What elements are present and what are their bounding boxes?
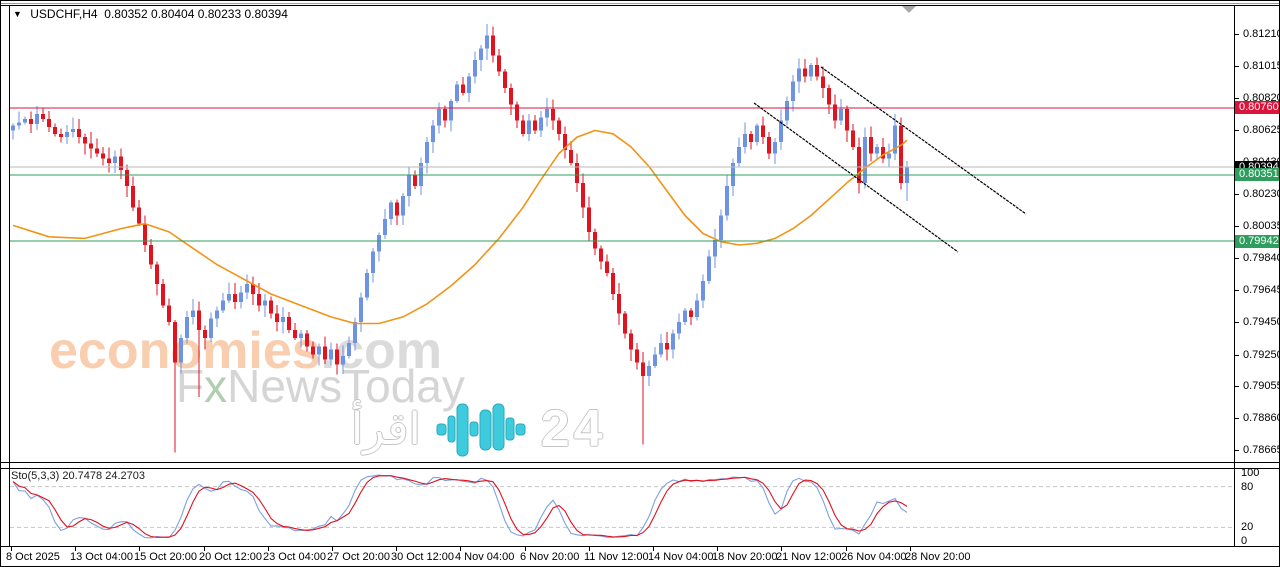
stochastic-k-line bbox=[12, 474, 908, 539]
time-tick bbox=[204, 547, 205, 551]
time-tick bbox=[268, 547, 269, 551]
economies-watermark: economies.com bbox=[49, 321, 442, 381]
date-label: 15 Oct 20:00 bbox=[134, 551, 197, 563]
stochastic-d-line bbox=[12, 475, 908, 538]
price-tick-label: 0.81015 bbox=[1243, 60, 1280, 72]
price-tick bbox=[1234, 66, 1239, 67]
stochastic-name: Sto(5,3,3) bbox=[11, 470, 60, 482]
support-price-badge: 0.79942 bbox=[1235, 235, 1279, 248]
time-tick bbox=[11, 547, 12, 551]
price-tick bbox=[1234, 98, 1239, 99]
price-tick-label: 0.81210 bbox=[1243, 28, 1280, 40]
indicator-axis-label: 100 bbox=[1241, 467, 1260, 479]
support-price-badge: 0.80351 bbox=[1235, 168, 1279, 181]
time-tick bbox=[781, 547, 782, 551]
chart-left-border bbox=[9, 5, 10, 546]
date-label: 4 Nov 04:00 bbox=[455, 551, 515, 563]
date-label: 21 Nov 12:00 bbox=[776, 551, 842, 563]
descending-trendline-2 bbox=[753, 102, 959, 253]
stochastic-k-value: 20.7478 bbox=[62, 470, 103, 482]
chart-title: ▼ USDCHF,H4 0.80352 0.80404 0.80233 0.80… bbox=[13, 7, 288, 21]
fxnewstoday-rest: NewsToday bbox=[227, 360, 465, 412]
chart-top-border bbox=[1, 5, 1279, 6]
fxnewstoday-x: x bbox=[204, 360, 228, 412]
time-tick bbox=[717, 547, 718, 551]
indicator-axis-label: 20 bbox=[1241, 521, 1254, 533]
candlesticks-layer bbox=[11, 24, 909, 453]
ohlc-open: 0.80352 bbox=[104, 7, 148, 21]
price-tick bbox=[1234, 226, 1239, 227]
price-tick-label: 0.79840 bbox=[1243, 252, 1280, 264]
time-tick bbox=[846, 547, 847, 551]
price-tick-label: 0.79450 bbox=[1243, 316, 1280, 328]
main-window-bottom-border bbox=[1, 462, 1279, 463]
ohlc-low: 0.80233 bbox=[197, 7, 242, 21]
date-label: 11 Nov 12:00 bbox=[584, 551, 649, 563]
center-watermark: اقرأ 24 bbox=[351, 399, 607, 459]
price-tick bbox=[1234, 290, 1239, 291]
economies-watermark-text: economies bbox=[49, 322, 321, 380]
price-tick bbox=[1234, 194, 1239, 195]
ohlc-close: 0.80394 bbox=[244, 7, 288, 21]
time-tick bbox=[525, 547, 526, 551]
date-label: 28 Nov 20:00 bbox=[905, 551, 971, 563]
date-label: 6 Nov 20:00 bbox=[520, 551, 580, 563]
price-tick-label: 0.78665 bbox=[1243, 444, 1280, 456]
economies-watermark-suffix: .com bbox=[320, 322, 443, 380]
time-tick bbox=[910, 547, 911, 551]
indicator-axis-label: 80 bbox=[1241, 481, 1254, 493]
time-tick bbox=[460, 547, 461, 551]
price-tick bbox=[1234, 258, 1239, 259]
price-tick bbox=[1234, 355, 1239, 356]
indicator-window-splitter[interactable] bbox=[1, 468, 1279, 469]
time-tick bbox=[653, 547, 654, 551]
candlestick-logo-icon bbox=[436, 403, 526, 457]
date-label: 8 Oct 2025 bbox=[6, 551, 60, 563]
stochastic-indicator-label: Sto(5,3,3) 20.7478 24.2703 bbox=[11, 470, 145, 482]
price-tick-label: 0.79645 bbox=[1243, 284, 1280, 296]
date-label: 14 Nov 04:00 bbox=[648, 551, 714, 563]
price-tick-label: 0.79055 bbox=[1243, 380, 1280, 392]
price-tick-label: 0.80035 bbox=[1243, 220, 1280, 232]
arabic-watermark-text: اقرأ bbox=[351, 404, 421, 454]
price-tick-label: 0.78860 bbox=[1243, 412, 1280, 424]
stochastic-d-value: 24.2703 bbox=[105, 470, 145, 482]
moving-average-line bbox=[12, 129, 908, 325]
price-tick bbox=[1234, 34, 1239, 35]
price-tick-label: 0.79250 bbox=[1243, 349, 1280, 361]
chart-shift-marker-icon[interactable] bbox=[902, 6, 916, 13]
ohlc-high: 0.80404 bbox=[151, 7, 195, 21]
date-label: 18 Nov 20:00 bbox=[712, 551, 778, 563]
time-tick bbox=[396, 547, 397, 551]
24-watermark-text: 24 bbox=[540, 400, 607, 458]
indicator-axis-label: 0 bbox=[1241, 535, 1248, 547]
resistance-price-badge: 0.80760 bbox=[1235, 101, 1279, 114]
price-tick bbox=[1234, 130, 1239, 131]
price-tick bbox=[1234, 418, 1239, 419]
date-label: 20 Oct 12:00 bbox=[199, 551, 262, 563]
price-tick-label: 0.80625 bbox=[1243, 124, 1280, 136]
date-label: 26 Nov 04:00 bbox=[841, 551, 907, 563]
symbol-dropdown-icon[interactable]: ▼ bbox=[13, 9, 22, 19]
price-tick bbox=[1234, 450, 1239, 451]
window-frame-line bbox=[1, 3, 1279, 4]
date-label: 23 Oct 04:00 bbox=[263, 551, 326, 563]
descending-trendline-1 bbox=[820, 66, 1027, 215]
fxnewstoday-watermark: FxNewsToday bbox=[176, 359, 465, 413]
time-tick bbox=[75, 547, 76, 551]
symbol-timeframe-label: USDCHF,H4 bbox=[30, 7, 98, 21]
date-label: 30 Oct 12:00 bbox=[391, 551, 454, 563]
price-tick bbox=[1234, 386, 1239, 387]
price-tick-label: 0.80230 bbox=[1243, 188, 1280, 200]
price-tick bbox=[1234, 322, 1239, 323]
time-tick bbox=[332, 547, 333, 551]
price-axis-line bbox=[1234, 5, 1235, 546]
time-axis-separator bbox=[1, 546, 1279, 547]
time-tick bbox=[139, 547, 140, 551]
date-label: 27 Oct 20:00 bbox=[327, 551, 390, 563]
date-label: 13 Oct 04:00 bbox=[70, 551, 133, 563]
time-tick bbox=[589, 547, 590, 551]
